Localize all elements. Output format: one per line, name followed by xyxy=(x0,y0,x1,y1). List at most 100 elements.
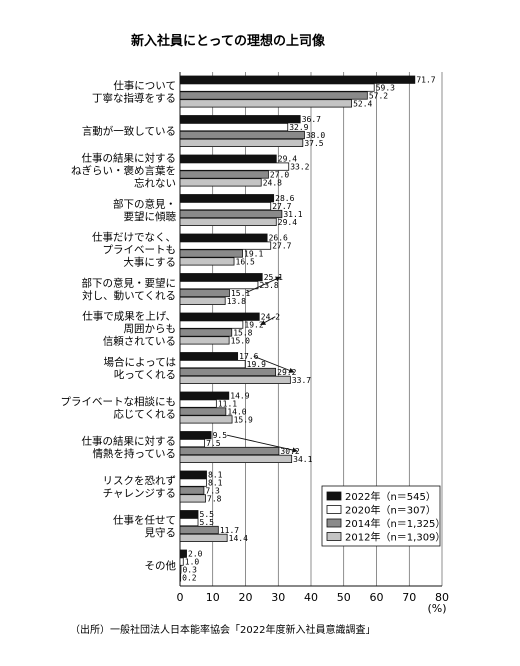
value-label: 8.1 xyxy=(208,479,223,488)
bar-2-5 xyxy=(179,241,272,250)
bar-3-5 xyxy=(179,249,243,258)
bar-4-12 xyxy=(179,533,228,543)
category-label: リスクを恐れず xyxy=(103,475,177,487)
bar-2-12 xyxy=(179,518,199,527)
bar-1-5 xyxy=(179,233,268,242)
bar-3-9 xyxy=(179,407,227,416)
bar-2-1 xyxy=(179,83,375,92)
arrow-up-cat6 xyxy=(245,276,282,294)
bar-4-13 xyxy=(179,573,182,582)
category-label: 言動が一致している xyxy=(82,125,176,138)
x-tick-label: 70 xyxy=(402,591,416,604)
bar-1-8 xyxy=(179,352,239,361)
bar-1-11 xyxy=(179,470,207,479)
value-label: 29.4 xyxy=(278,218,297,227)
value-label: 36.7 xyxy=(302,115,321,124)
value-label: 29.4 xyxy=(278,155,297,164)
x-tick-label: 80 xyxy=(435,591,449,604)
legend-swatch xyxy=(326,532,342,541)
bar-3-8 xyxy=(179,367,277,377)
x-tick-label: 50 xyxy=(337,591,351,604)
bar-2-9 xyxy=(179,399,217,408)
category-label: 要望に傾聴 xyxy=(124,210,177,223)
bar-1-2 xyxy=(179,115,301,124)
value-label: 71.7 xyxy=(416,76,435,85)
value-label: 7.3 xyxy=(205,486,220,495)
value-label: 19.1 xyxy=(244,249,263,258)
legend-entry: 2014年（n＝1,325） xyxy=(345,517,445,530)
value-label: 8.1 xyxy=(208,471,223,480)
x-tick-label: 40 xyxy=(304,591,318,604)
bar-1-3 xyxy=(179,154,277,163)
value-label: 0.2 xyxy=(182,573,197,582)
legend: 2022年（n＝545）2020年（n＝307）2014年（n＝1,325）20… xyxy=(321,485,445,547)
source-note: （出所）一般社団法人日本能率協会「2022年度新入社員意識調査」 xyxy=(70,623,375,636)
chart-title: 新入社員にとっての理想の上司像 xyxy=(131,33,326,49)
category-label: 大事にする xyxy=(123,256,176,269)
value-label: 15.9 xyxy=(234,415,253,424)
bar-3-12 xyxy=(179,525,219,535)
value-label: 19.9 xyxy=(247,360,266,369)
value-label: 15.1 xyxy=(231,289,250,298)
bar-1-7 xyxy=(179,312,260,321)
bar-3-4 xyxy=(179,209,283,219)
value-label: 13.8 xyxy=(227,297,246,306)
value-label: 2.0 xyxy=(188,550,203,559)
value-label: 37.5 xyxy=(304,139,323,148)
x-tick-label: 10 xyxy=(206,591,220,604)
category-label: 忘れない xyxy=(134,177,176,190)
bar-1-6 xyxy=(179,273,263,282)
legend-entry: 2012年（n＝1,309） xyxy=(345,531,445,544)
bar-3-11 xyxy=(179,486,205,495)
bars xyxy=(179,75,416,582)
bar-4-11 xyxy=(179,494,206,503)
bar-3-2 xyxy=(179,130,305,140)
bar-3-13 xyxy=(179,565,182,574)
bar-1-10 xyxy=(179,431,212,440)
bar-2-13 xyxy=(179,557,184,566)
legend-entry: 2020年（n＝307） xyxy=(345,504,436,517)
value-label: 14.9 xyxy=(230,392,249,401)
category-label: 仕事について xyxy=(113,79,176,92)
legend-box xyxy=(321,485,441,547)
bar-3-3 xyxy=(179,170,269,179)
bar-1-1 xyxy=(179,75,416,84)
legend-swatch xyxy=(326,505,342,514)
category-label: 周囲からも xyxy=(124,323,177,335)
category-label: 仕事の結果に対する xyxy=(82,434,177,447)
bar-4-8 xyxy=(179,375,291,385)
value-label: 7.8 xyxy=(207,494,222,503)
value-label: 11.7 xyxy=(220,526,239,535)
x-tick-label: 60 xyxy=(370,591,384,604)
bar-4-2 xyxy=(179,138,304,147)
bar-1-12 xyxy=(179,510,199,519)
legend-entry: 2022年（n＝545） xyxy=(345,490,436,503)
category-label: 仕事で成果を上げ、 xyxy=(82,310,176,323)
value-label: 25.1 xyxy=(264,273,283,282)
value-label: 59.3 xyxy=(376,84,395,93)
value-label: 33.7 xyxy=(292,376,311,385)
value-label: 15.8 xyxy=(233,328,252,337)
bar-2-11 xyxy=(179,478,207,487)
bar-3-1 xyxy=(179,91,368,100)
value-label: 27.0 xyxy=(270,170,289,179)
x-tick-label: 0 xyxy=(177,591,184,604)
value-label: 16.5 xyxy=(236,257,255,266)
bar-1-13 xyxy=(179,549,187,558)
bar-4-7 xyxy=(179,336,230,345)
value-label: 14.0 xyxy=(227,407,246,416)
category-label: 仕事だけでなく、 xyxy=(92,231,176,244)
value-label: 5.5 xyxy=(200,518,215,527)
value-label: 24.2 xyxy=(261,313,280,322)
bar-2-4 xyxy=(179,201,272,211)
bar-4-1 xyxy=(179,99,353,108)
value-label: 29.2 xyxy=(277,368,296,377)
value-label: 17.6 xyxy=(239,352,258,361)
bar-4-10 xyxy=(179,454,293,464)
category-label: 情熱を持っている xyxy=(93,447,176,460)
value-label: 31.1 xyxy=(283,210,302,219)
bar-4-9 xyxy=(179,415,233,424)
bar-3-6 xyxy=(179,288,230,298)
category-label: 見守る xyxy=(145,526,177,539)
value-label: 26.6 xyxy=(269,234,288,243)
